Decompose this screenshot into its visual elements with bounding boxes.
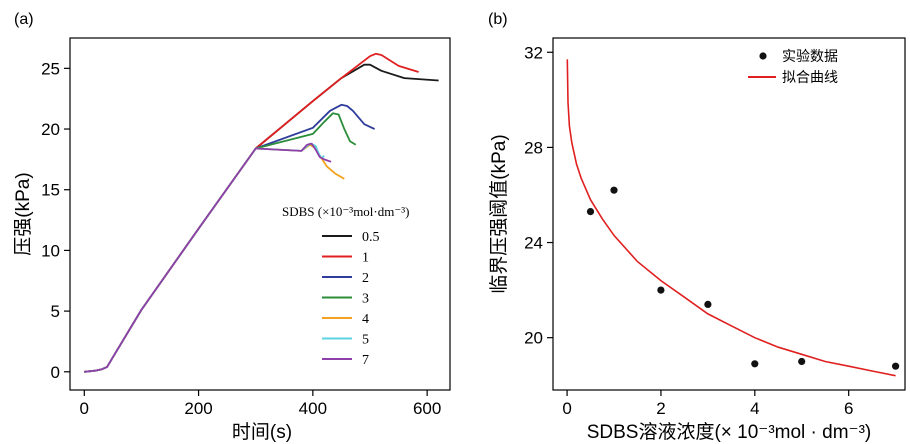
panel-b-y-tick-label: 20 xyxy=(524,329,543,348)
series-line-7 xyxy=(84,142,332,373)
panel-a-y-tick-label: 20 xyxy=(41,120,60,139)
legend-label-0.5: 0.5 xyxy=(362,230,380,245)
panel-a-y-axis-title: 压强(kPa) xyxy=(13,172,34,255)
panel-b-series xyxy=(566,59,900,377)
panel-b-x-axis-title: SDBS溶液浓度(× 10⁻³mol · dm⁻³) xyxy=(587,421,872,443)
legend-label-3: 3 xyxy=(362,292,369,307)
legend-label-5: 5 xyxy=(362,333,369,348)
panel-a-x-tick-label: 0 xyxy=(80,399,89,418)
legend-label-curve: 拟合曲线 xyxy=(782,69,838,85)
legend-label-points: 实验数据 xyxy=(782,48,838,64)
panel-b-x-tick-label: 6 xyxy=(844,399,853,418)
panel-a-label: (a) xyxy=(14,11,34,28)
panel-a-x-tick-label: 200 xyxy=(184,399,212,418)
legend-swatch-points xyxy=(759,52,767,60)
panel-b-y-tick-label: 28 xyxy=(524,138,543,157)
data-point xyxy=(704,300,712,308)
series-line-3 xyxy=(84,112,357,373)
panel-a-series xyxy=(84,52,439,373)
data-point xyxy=(892,362,900,370)
series-line-4 xyxy=(84,143,345,373)
panel-b-x-tick-label: 0 xyxy=(562,399,571,418)
panel-b-y-axis-title: 临界压强阈值(kPa) xyxy=(488,134,510,293)
panel-b: (b) SDBS溶液浓度(× 10⁻³mol · dm⁻³) 临界压强阈值(kP… xyxy=(488,11,906,443)
legend-label-7: 7 xyxy=(362,353,369,368)
legend-label-4: 4 xyxy=(362,312,369,327)
panel-b-plot-frame xyxy=(552,37,906,391)
panel-a-plot-frame xyxy=(69,37,451,391)
data-point xyxy=(798,357,806,366)
fit-curve xyxy=(566,59,896,377)
panel-a-x-axis-title: 时间(s) xyxy=(232,421,292,443)
data-point xyxy=(586,208,595,216)
panel-a-y-tick-label: 25 xyxy=(41,59,60,78)
data-point xyxy=(657,286,665,294)
panel-b-y-tick-label: 32 xyxy=(524,43,543,62)
panel-b-label: (b) xyxy=(488,11,508,28)
panel-b-x-tick-label: 4 xyxy=(750,399,759,418)
panel-a-y-tick-label: 0 xyxy=(51,363,60,382)
legend-label-2: 2 xyxy=(362,271,369,286)
panel-a-legend-title: SDBS (×10⁻³mol·dm⁻³) xyxy=(282,204,409,219)
legend-label-1: 1 xyxy=(362,251,369,266)
panel-b-y-tick-label: 24 xyxy=(524,234,543,253)
panel-a-y-tick-label: 10 xyxy=(41,241,60,260)
panel-b-x-tick-label: 2 xyxy=(656,399,665,418)
panel-a-y-tick-label: 15 xyxy=(41,181,60,200)
panel-a-x-tick-label: 600 xyxy=(413,399,441,418)
data-point xyxy=(751,360,759,368)
panel-a-x-tick-label: 400 xyxy=(299,399,327,418)
panel-a-y-tick-label: 5 xyxy=(51,302,60,321)
series-line-5 xyxy=(84,142,325,373)
panel-a-legend: SDBS (×10⁻³mol·dm⁻³) 0.5 1 2 3 4 5 7 xyxy=(282,204,409,368)
data-point xyxy=(610,186,618,194)
